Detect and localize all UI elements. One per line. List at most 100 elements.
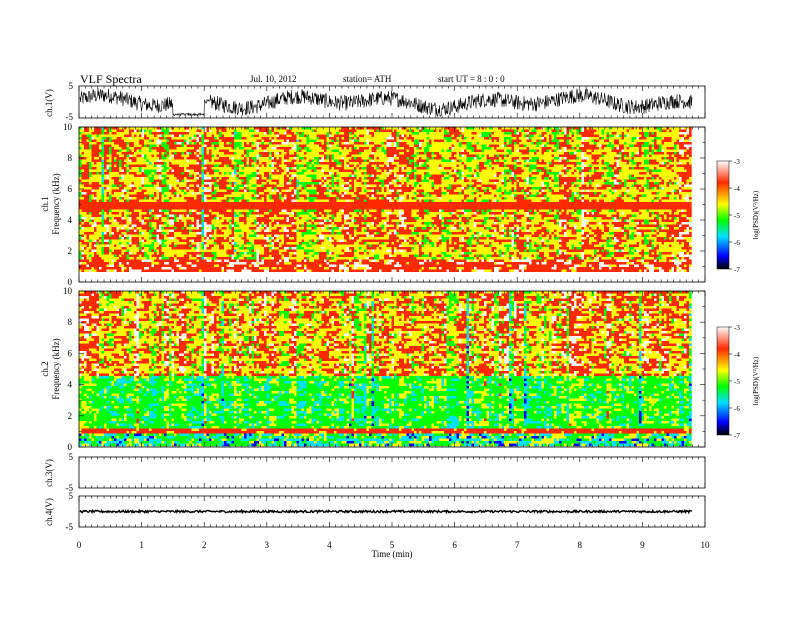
spectrogram-cell — [97, 140, 100, 143]
spectrogram-cell — [182, 157, 185, 160]
spectrogram-cell — [397, 190, 400, 193]
spectrogram-cell — [572, 145, 575, 148]
spectrogram-cell — [287, 132, 292, 135]
spectrogram-cell — [159, 190, 162, 193]
spectrogram-cell — [469, 162, 472, 165]
spectrogram-cell — [464, 165, 467, 168]
spectrogram-cell — [557, 192, 560, 195]
spectrogram-cell — [337, 160, 340, 163]
spectrogram-cell — [259, 157, 264, 160]
spectrogram-cell — [492, 197, 495, 200]
spectrogram-cell — [537, 167, 540, 170]
spectrogram-cell — [659, 155, 664, 158]
spectrogram-cell — [297, 160, 300, 163]
spectrogram-cell — [172, 152, 175, 155]
spectrogram-cell — [624, 162, 627, 165]
spectrogram-cell — [564, 195, 572, 198]
spectrogram-cell — [367, 167, 375, 170]
spectrogram-cell — [599, 167, 602, 170]
spectrogram-cell — [669, 160, 672, 163]
spectrogram-cell — [657, 150, 660, 153]
spectrogram-cell — [374, 180, 377, 183]
spectrogram-cell — [324, 160, 329, 163]
spectrogram-cell — [257, 150, 260, 153]
spectrogram-cell — [689, 197, 692, 200]
spectrogram-cell — [87, 160, 92, 163]
spectrogram-cell — [492, 170, 495, 173]
spectrogram-cell — [334, 185, 337, 188]
spectrogram-cell — [172, 187, 175, 190]
spectrogram-cell — [209, 130, 212, 133]
spectrogram-cell — [159, 145, 162, 148]
spectrogram-cell — [619, 195, 622, 198]
spectrogram-cell — [377, 197, 380, 200]
spectrogram-cell — [127, 140, 137, 143]
spectrogram-cell — [139, 130, 142, 133]
spectrogram-cell — [317, 140, 320, 143]
spectrogram-cell — [342, 137, 345, 140]
spectrogram-cell — [377, 150, 382, 153]
spectrogram-cell — [124, 197, 127, 200]
spectrogram-cell — [489, 137, 492, 140]
spectrogram-cell — [364, 137, 377, 140]
spectrogram-cell — [484, 150, 497, 153]
spectrogram-cell — [377, 147, 380, 150]
spectrogram-cell — [414, 172, 417, 175]
spectrogram-cell — [484, 192, 489, 195]
spectrogram-cell — [204, 187, 207, 190]
spectrogram-cell — [639, 197, 644, 200]
spectrogram-cell — [294, 142, 302, 145]
spectrogram-cell — [582, 145, 585, 148]
spectrogram-cell — [192, 187, 197, 190]
spectrogram-cell — [202, 195, 205, 198]
spectrogram-cell — [202, 167, 205, 170]
spectrogram-cell — [567, 175, 570, 178]
spectrogram-cell — [492, 127, 500, 130]
spectrogram-cell — [397, 152, 400, 155]
spectrogram-cell — [559, 160, 562, 163]
spectrogram-cell — [344, 155, 347, 158]
spectrogram-cell — [397, 127, 400, 130]
spectrogram-cell — [612, 175, 615, 178]
spectrogram-cell — [459, 135, 462, 138]
spectrogram-cell — [649, 142, 652, 145]
spectrogram-cell — [529, 187, 532, 190]
spectrogram-cell — [654, 190, 662, 193]
spectrogram-cell — [517, 155, 520, 158]
spectrogram-cell — [574, 185, 577, 188]
spectrogram-cell — [477, 145, 480, 148]
spectrogram-cell — [669, 172, 677, 175]
spectrogram-cell — [79, 160, 82, 163]
spectrogram-cell — [624, 167, 627, 170]
spectrogram-cell — [279, 150, 284, 153]
spectrogram-cell — [322, 142, 325, 145]
spectrogram-cell — [517, 142, 520, 145]
spectrogram-cell — [554, 165, 564, 168]
spectrogram-cell — [544, 195, 547, 198]
spectrogram-cell — [244, 162, 247, 165]
spectrogram-cell — [549, 187, 552, 190]
spectrogram-cell — [532, 170, 535, 173]
spectrogram-cell — [327, 132, 330, 135]
spectrogram-cell — [122, 167, 127, 170]
spectrogram-cell — [592, 147, 595, 150]
spectrogram-cell — [89, 195, 92, 198]
spectrogram-cell — [207, 162, 210, 165]
spectrogram-cell — [527, 177, 530, 180]
spectrogram-cell — [502, 130, 515, 133]
spectrogram-cell — [494, 195, 497, 198]
spectrogram-cell — [407, 165, 412, 168]
spectrogram-cell — [182, 177, 185, 180]
spectrogram-cell — [169, 127, 172, 130]
spectrogram-cell — [352, 147, 355, 150]
spectrogram-cell — [394, 197, 397, 200]
spectrogram-cell — [274, 172, 279, 175]
spectrogram-cell — [142, 185, 145, 188]
spectrogram-cell — [669, 182, 672, 185]
spectrogram-cell — [457, 195, 460, 198]
spectrogram-cell — [464, 187, 467, 190]
spectrogram-cell — [232, 187, 235, 190]
spectrogram-cell — [452, 137, 457, 140]
spectrogram-cell — [262, 197, 265, 200]
spectrogram-cell — [184, 195, 187, 198]
